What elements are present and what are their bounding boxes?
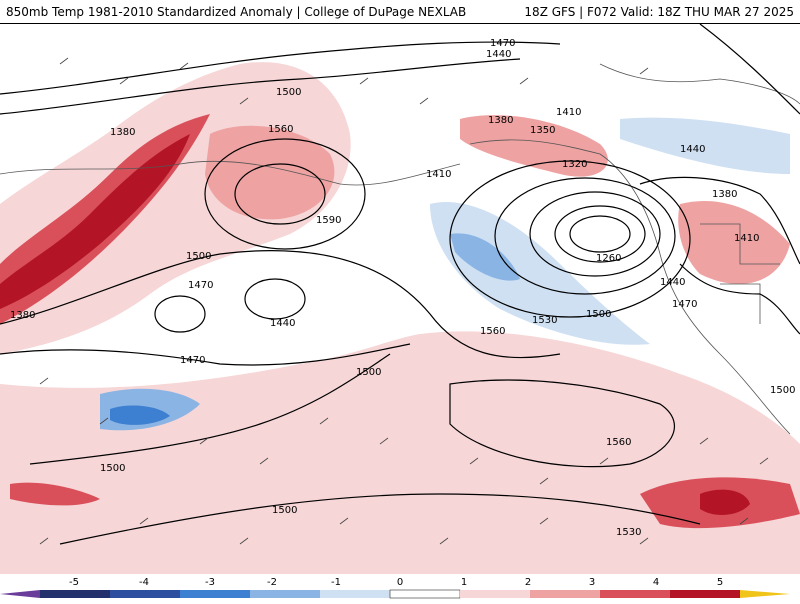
contour-label: 1560	[480, 326, 505, 337]
contour-label: 1500	[100, 463, 125, 474]
contour-label: 1470	[180, 355, 205, 366]
contour-label: 1440	[270, 318, 295, 329]
colorbar-tick-label: 4	[653, 577, 659, 588]
contour-label: 1470	[672, 299, 697, 310]
warm-anomaly-interior	[678, 200, 790, 284]
contour-label: 1470	[490, 38, 515, 49]
colorbar-svg: -5 -4 -3 -2 -1 0 1 2 3 4 5	[0, 577, 790, 599]
contour-label: 1500	[186, 251, 211, 262]
colorbar-max-arrow	[740, 590, 790, 598]
map-canvas: 1470 1440 1500 1380 1560 1410 1380 1350 …	[0, 24, 800, 574]
contour-label: 1380	[488, 115, 513, 126]
contour-label: 1470	[188, 280, 213, 291]
contour-label: 1260	[596, 253, 621, 264]
contour-label: 1560	[268, 124, 293, 135]
warm-anomaly-pacific	[0, 331, 800, 574]
colorbar-segment-n2	[250, 590, 320, 598]
contour-label: 1560	[606, 437, 631, 448]
contour-label: 1410	[734, 233, 759, 244]
colorbar-tick-label: -2	[267, 577, 277, 588]
warm-anomaly-core	[0, 134, 190, 309]
contour-label: 1500	[586, 309, 611, 320]
contour-label: 1500	[272, 505, 297, 516]
contour-label: 1380	[712, 189, 737, 200]
colorbar-tick-label: 5	[717, 577, 723, 588]
colorbar-segment-p2	[530, 590, 600, 598]
cold-anomaly-north	[620, 117, 790, 174]
colorbar-tick-label: 3	[589, 577, 595, 588]
colorbar: -5 -4 -3 -2 -1 0 1 2 3 4 5	[0, 574, 800, 600]
colorbar-tick-label: 1	[461, 577, 467, 588]
contour-label: 1440	[660, 277, 685, 288]
contour-label: 1590	[316, 215, 341, 226]
colorbar-segment-n3	[180, 590, 250, 598]
colorbar-segment-zero	[389, 589, 461, 599]
warm-anomaly-southeast-core	[700, 489, 750, 516]
coastlines	[0, 63, 800, 435]
contour-label: 1320	[562, 159, 587, 170]
contour-label: 1350	[530, 125, 555, 136]
contour-label: 1380	[10, 310, 35, 321]
height-contours	[0, 24, 800, 545]
cold-anomaly-south-core	[110, 405, 170, 425]
contour-label: 1380	[110, 127, 135, 138]
colorbar-segment-n5	[40, 590, 110, 598]
colorbar-segment-p3	[600, 590, 670, 598]
title-bar: 850mb Temp 1981-2010 Standardized Anomal…	[0, 0, 800, 24]
colorbar-segment-n1	[320, 590, 390, 598]
colorbar-segment-p4	[670, 590, 740, 598]
cold-anomaly-trough	[430, 202, 650, 345]
colorbar-segment-p1	[460, 590, 530, 598]
cold-anomaly-trough-core	[450, 233, 520, 281]
colorbar-tick-label: 2	[525, 577, 531, 588]
map-title: 850mb Temp 1981-2010 Standardized Anomal…	[6, 5, 467, 19]
contour-label: 1500	[276, 87, 301, 98]
contour-label: 1500	[770, 385, 795, 396]
model-run-info: 18Z GFS | F072 Valid: 18Z THU MAR 27 202…	[524, 5, 794, 19]
colorbar-tick-label: -5	[69, 577, 79, 588]
wind-barbs	[39, 57, 769, 545]
contour-label-layer: 1470 1440 1500 1380 1560 1410 1380 1350 …	[10, 38, 795, 538]
contour-label: 1440	[486, 49, 511, 60]
colorbar-min-arrow	[0, 590, 40, 598]
colorbar-tick-label: 0	[397, 577, 403, 588]
contour-label: 1410	[556, 107, 581, 118]
contour-label: 1500	[356, 367, 381, 378]
contour-label: 1530	[532, 315, 557, 326]
colorbar-tick-label: -3	[205, 577, 215, 588]
contour-label: 1440	[680, 144, 705, 155]
contour-label: 1410	[426, 169, 451, 180]
contour-label: 1530	[616, 527, 641, 538]
colorbar-tick-label: -1	[331, 577, 341, 588]
colorbar-tick-label: -4	[139, 577, 149, 588]
warm-anomaly-southwest	[10, 482, 100, 506]
colorbar-segment-n4	[110, 590, 180, 598]
